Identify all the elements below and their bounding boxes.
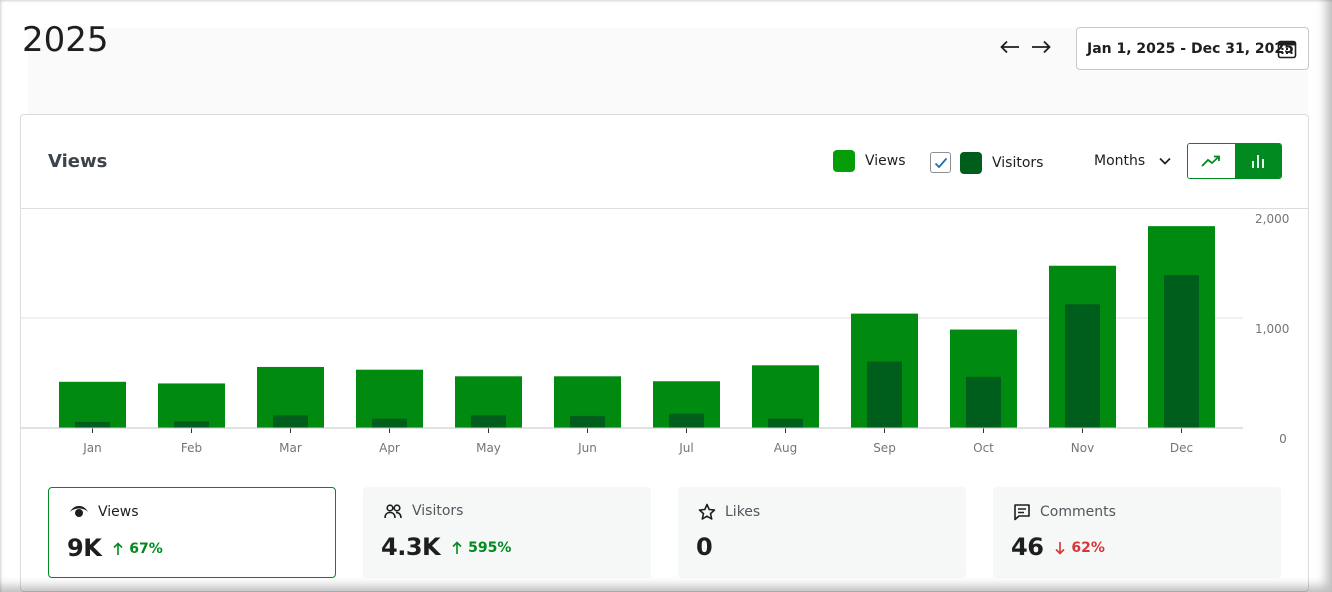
stat-views-value: 9K xyxy=(67,534,102,562)
stat-likes-value: 0 xyxy=(696,533,713,561)
stat-likes-label-row: Likes xyxy=(698,503,760,521)
stat-visitors-label-row: Visitors xyxy=(383,503,463,519)
stat-card-visitors[interactable]: Visitors 4.3K 595% xyxy=(363,487,651,578)
views-card: Views Views Visitors Months xyxy=(20,114,1309,592)
stat-views-change-value: 67% xyxy=(129,541,163,557)
x-tick-label: Feb xyxy=(181,441,202,455)
comment-icon xyxy=(1014,504,1030,521)
bar-visitors xyxy=(570,415,605,428)
x-tick-label: Jan xyxy=(82,441,102,455)
bar-views xyxy=(158,383,225,428)
x-tick-label: Oct xyxy=(973,441,994,455)
page-title: 2025 xyxy=(22,20,109,60)
people-icon xyxy=(384,504,402,519)
legend-visitors-label: Visitors xyxy=(992,155,1044,171)
stat-comments-change-value: 62% xyxy=(1071,540,1105,556)
stat-views-label: Views xyxy=(98,504,139,520)
visitors-checkbox[interactable] xyxy=(930,152,951,173)
stat-comments-label-row: Comments xyxy=(1013,503,1116,521)
x-tick-label: Sep xyxy=(873,441,896,455)
bar-visitors xyxy=(966,376,1001,428)
bar-visitors xyxy=(1065,304,1100,428)
stat-comments-value: 46 xyxy=(1011,533,1044,561)
x-tick-label: Jul xyxy=(678,441,693,455)
x-tick-label: Apr xyxy=(379,441,400,455)
arrow-up-icon xyxy=(452,541,462,554)
stat-card-comments[interactable]: Comments 46 62% xyxy=(993,487,1281,578)
stat-card-likes[interactable]: Likes 0 xyxy=(678,487,966,578)
stat-views-label-row: Views xyxy=(69,504,139,520)
stat-comments-value-row: 46 62% xyxy=(1011,533,1105,561)
stat-comments-label: Comments xyxy=(1040,504,1116,520)
stat-views-change: 67% xyxy=(113,541,163,557)
bar-visitors xyxy=(273,415,308,428)
bar-visitors xyxy=(75,421,110,428)
stat-likes-value-row: 0 xyxy=(696,533,713,561)
bar-views xyxy=(356,369,423,428)
arrow-up-icon xyxy=(113,542,123,555)
bar-chart-button[interactable] xyxy=(1234,144,1281,178)
x-tick-label: Mar xyxy=(279,441,302,455)
x-tick-label: Nov xyxy=(1071,441,1094,455)
arrow-left-icon xyxy=(1000,40,1019,54)
eye-icon xyxy=(70,506,88,517)
stat-visitors-value-row: 4.3K 595% xyxy=(381,533,511,561)
previous-period-button[interactable] xyxy=(999,36,1021,58)
chevron-down-icon xyxy=(1159,157,1171,165)
bar-visitors xyxy=(669,413,704,428)
bar-visitors xyxy=(867,361,902,428)
stat-visitors-change-value: 595% xyxy=(468,540,512,556)
x-tick-label: Jun xyxy=(577,441,597,455)
x-tick-label: Aug xyxy=(774,441,797,455)
date-range-label: Jan 1, 2025 - Dec 31, 2025 xyxy=(1087,40,1294,57)
bar-visitors xyxy=(1164,275,1199,428)
x-tick-label: Dec xyxy=(1170,441,1193,455)
checkmark-icon xyxy=(934,157,947,168)
legend-visitors: Visitors xyxy=(960,152,1043,174)
bar-views xyxy=(752,365,819,428)
period-select[interactable]: Months xyxy=(1094,153,1171,169)
stat-comments-change: 62% xyxy=(1055,540,1105,556)
stat-card-views[interactable]: Views 9K 67% xyxy=(48,487,336,578)
arrow-down-icon xyxy=(1055,542,1065,555)
line-chart-icon xyxy=(1201,155,1221,167)
stat-visitors-change: 595% xyxy=(452,540,511,556)
calendar-icon xyxy=(1277,40,1297,59)
line-chart-button[interactable] xyxy=(1188,144,1235,178)
arrow-right-icon xyxy=(1032,40,1051,54)
bar-chart-icon xyxy=(1251,155,1264,168)
x-tick-label: May xyxy=(476,441,501,455)
y-tick-label: 0 xyxy=(1279,432,1287,446)
bar-visitors xyxy=(372,418,407,428)
views-chart: 0 1,000 2,000 Jan Feb Mar Apr May Jun Jul Aug Sep Oc… xyxy=(21,208,1289,455)
date-range-picker[interactable]: Jan 1, 2025 - Dec 31, 2025 xyxy=(1076,27,1309,70)
bar-visitors xyxy=(174,421,209,428)
stat-views-value-row: 9K 67% xyxy=(67,534,163,562)
card-title: Views xyxy=(48,151,108,172)
legend-views: Views xyxy=(833,150,906,172)
stat-likes-label: Likes xyxy=(725,504,761,520)
stat-visitors-label: Visitors xyxy=(412,503,464,519)
stat-visitors-value: 4.3K xyxy=(381,533,441,561)
y-tick-label: 1,000 xyxy=(1255,322,1289,336)
bar-visitors xyxy=(768,418,803,428)
star-icon xyxy=(698,503,716,520)
legend-visitors-swatch xyxy=(960,152,982,174)
period-select-value: Months xyxy=(1094,153,1146,169)
bar-views xyxy=(59,381,126,428)
next-period-button[interactable] xyxy=(1030,36,1052,58)
legend-views-label: Views xyxy=(865,153,906,169)
y-tick-label: 2,000 xyxy=(1255,212,1289,226)
legend-views-swatch xyxy=(833,150,855,172)
bar-visitors xyxy=(471,415,506,428)
chart-type-toggle xyxy=(1187,143,1282,179)
